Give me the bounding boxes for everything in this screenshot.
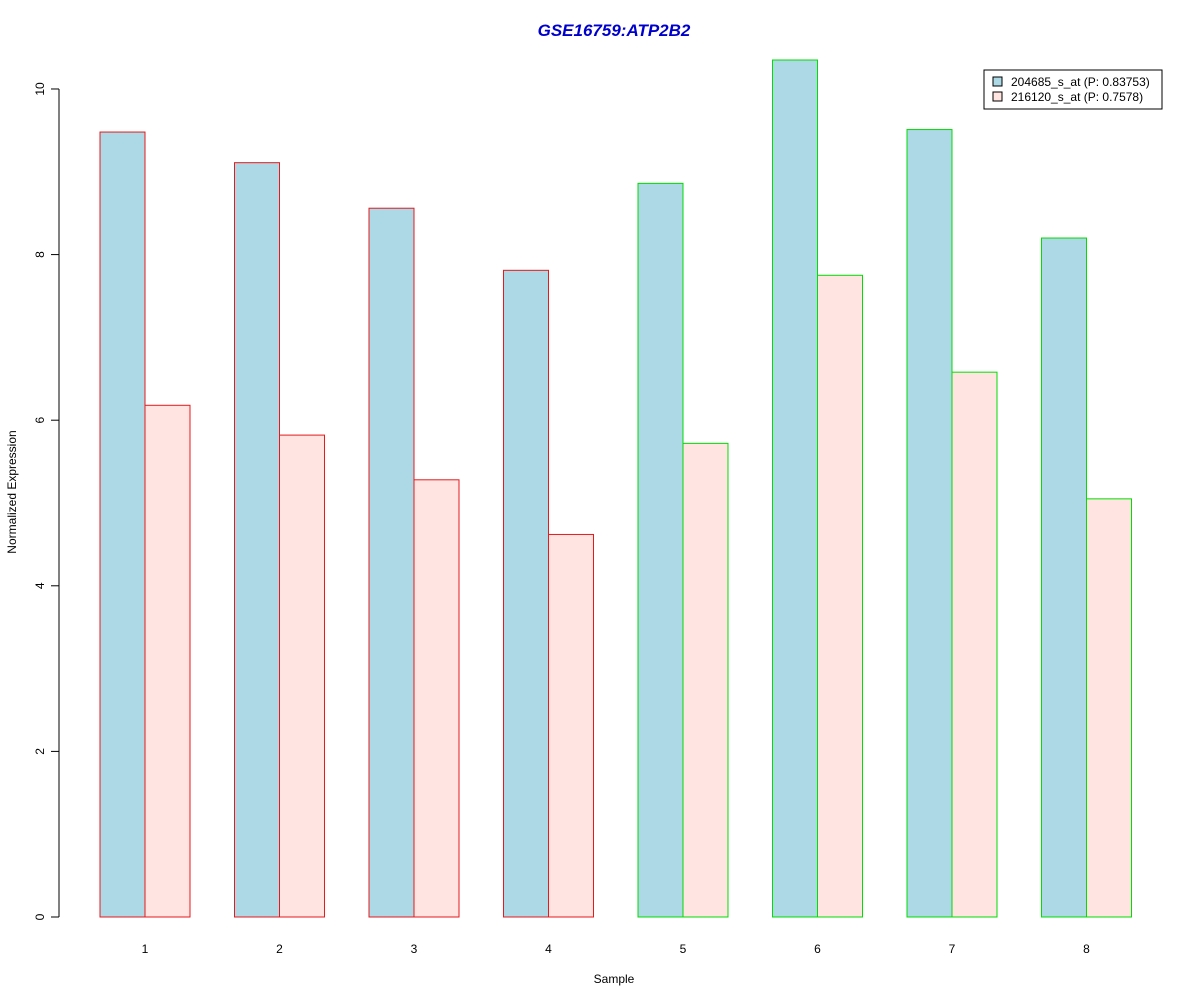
y-axis-title: Normalized Expression: [5, 430, 19, 553]
y-tick-label: 0: [33, 913, 47, 920]
bar-1-sample-5: [637, 182, 684, 918]
legend-label: 204685_s_at (P: 0.83753): [1011, 75, 1150, 89]
x-tick-label: 6: [814, 942, 821, 956]
bar-1-sample-8: [1041, 237, 1087, 918]
y-tick-label: 2: [33, 748, 47, 755]
bar-2-sample-2: [279, 434, 325, 918]
x-tick-label: 8: [1083, 942, 1090, 956]
bar-2-sample-8: [1086, 498, 1132, 918]
bar-1-sample-1: [99, 131, 146, 918]
legend: 204685_s_at (P: 0.83753)216120_s_at (P: …: [983, 69, 1163, 110]
y-axis: 0 2 4 6 8 10: [33, 82, 60, 920]
bars: [99, 59, 1132, 918]
bar-2-sample-4: [548, 533, 594, 918]
chart-title: GSE16759:ATP2B2: [538, 21, 691, 40]
x-tick-label: 4: [545, 942, 552, 956]
bar-2-sample-3: [413, 479, 460, 918]
legend-label: 216120_s_at (P: 0.7578): [1011, 90, 1143, 104]
x-tick-label: 7: [949, 942, 956, 956]
legend-swatch: [992, 76, 1003, 87]
legend-box: [983, 69, 1163, 110]
y-tick-label: 4: [33, 582, 47, 589]
bar-1-sample-3: [368, 207, 415, 918]
bar-2-sample-1: [144, 404, 191, 918]
bar-1-sample-4: [503, 269, 549, 918]
bar-1-sample-7: [906, 129, 953, 918]
y-tick-label: 6: [33, 417, 47, 424]
bar-1-sample-2: [234, 162, 280, 918]
x-tick-label: 5: [680, 942, 687, 956]
bar-1-sample-6: [772, 59, 818, 918]
legend-swatch: [992, 91, 1003, 102]
y-tick-label: 10: [33, 82, 47, 96]
x-tick-labels: 1 2 3 4 5 6 7 8: [142, 942, 1091, 956]
bar-2-sample-5: [682, 442, 729, 918]
x-tick-label: 1: [142, 942, 149, 956]
y-tick-label: 8: [33, 251, 47, 258]
x-axis-title: Sample: [594, 972, 635, 986]
x-tick-label: 2: [276, 942, 283, 956]
bar-2-sample-6: [817, 274, 863, 918]
bar-2-sample-7: [951, 371, 998, 918]
x-tick-label: 3: [411, 942, 418, 956]
